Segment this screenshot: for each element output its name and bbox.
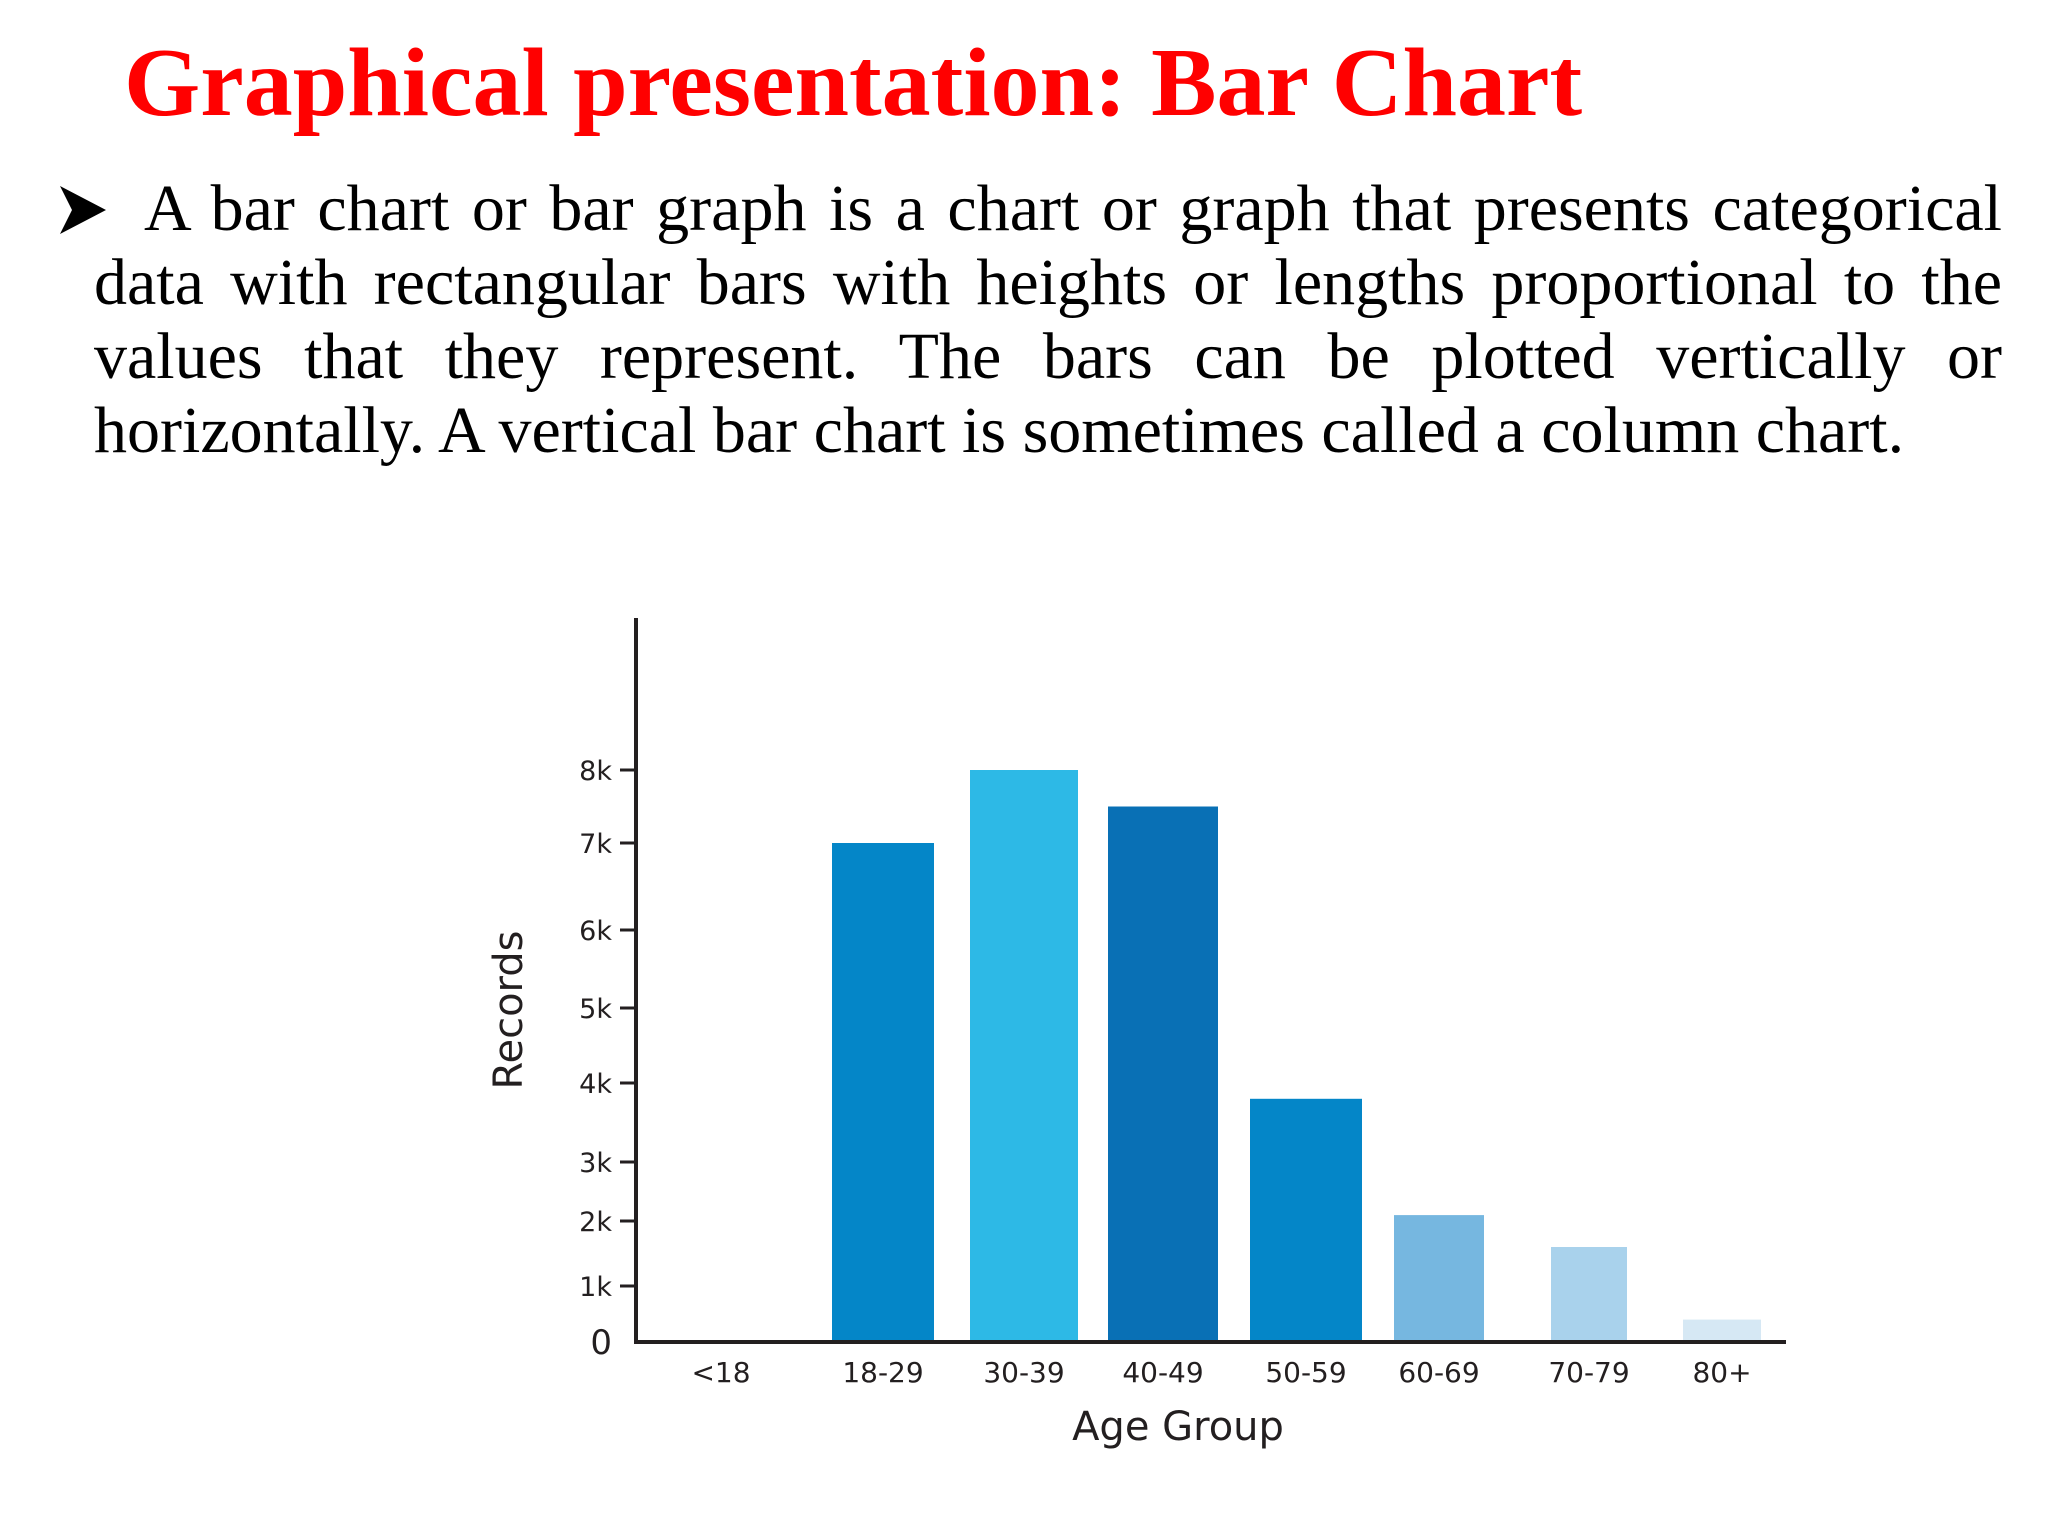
x-tick-label: 30-39 — [983, 1356, 1064, 1389]
x-tick-label: 18-29 — [842, 1356, 923, 1389]
y-tick-label: 0 — [590, 1323, 612, 1363]
x-axis: <18 18-29 30-39 40-49 50-59 60-69 70-79 80+ — [634, 1340, 1786, 1389]
y-tick-label: 4k — [579, 1069, 612, 1100]
bullet-text: A bar chart or bar graph is a chart or g… — [94, 172, 2002, 467]
x-tick-label: 40-49 — [1122, 1356, 1203, 1389]
x-tick-label: 80+ — [1692, 1356, 1751, 1389]
bar-80+ — [1683, 1319, 1761, 1342]
x-tick-label: <18 — [691, 1356, 750, 1389]
y-tick-label: 1k — [579, 1272, 612, 1303]
slide-title: Graphical presentation: Bar Chart — [124, 29, 1583, 137]
y-tick-label: 7k — [579, 829, 612, 860]
y-axis: 0 1k 2k 3k 4k 5k 6k 7k 8k — [579, 618, 638, 1363]
arrowhead-bullet-icon — [60, 186, 106, 234]
y-axis-title: Records — [486, 930, 532, 1089]
x-axis-title: Age Group — [1072, 1404, 1284, 1450]
y-tick-label: 5k — [579, 994, 612, 1025]
bar-70-79 — [1551, 1247, 1627, 1342]
y-tick-label: 6k — [579, 916, 612, 947]
bar-60-69 — [1394, 1215, 1484, 1342]
y-tick-label: 3k — [579, 1148, 612, 1179]
bar-50-59 — [1250, 1098, 1362, 1342]
y-tick-label: 2k — [579, 1207, 612, 1238]
x-tick-label: 60-69 — [1398, 1356, 1479, 1389]
bar-chart: 0 1k 2k 3k 4k 5k 6k 7k 8k <18 18-29 30-39 40-49 50-5… — [460, 600, 1820, 1480]
bar-18-29 — [832, 843, 934, 1342]
bar-40-49 — [1108, 806, 1218, 1342]
x-tick-label: 50-59 — [1265, 1356, 1346, 1389]
bars-layer — [832, 770, 1761, 1342]
bar-30-39 — [970, 770, 1078, 1342]
bullet-point: A bar chart or bar graph is a chart or g… — [58, 172, 2002, 468]
x-tick-label: 70-79 — [1548, 1356, 1629, 1389]
bar-chart-svg: 0 1k 2k 3k 4k 5k 6k 7k 8k <18 18-29 30-39 40-49 50-5… — [486, 618, 1786, 1450]
y-tick-label: 8k — [579, 756, 612, 787]
